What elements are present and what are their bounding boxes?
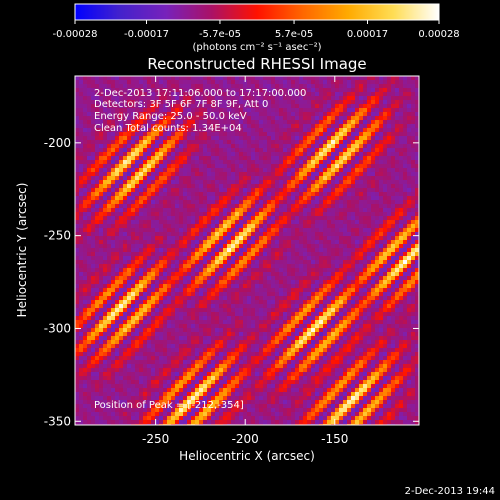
plot-frame (74, 75, 420, 426)
heatmap-image (75, 76, 419, 425)
colorbar-tick-label: 5.7e-05 (275, 29, 313, 40)
info-peak: Position of Peak = [-212,-354] (94, 400, 244, 411)
info-detectors: Detectors: 3F 5F 6F 7F 8F 9F, Att 0 (94, 99, 268, 110)
colorbar-gradient (74, 3, 440, 21)
plot-area: -250 -200 -150 -200 -250 -300 -350 (44, 75, 420, 446)
colorbar-tick-label: 0.00017 (347, 29, 388, 40)
info-energy: Energy Range: 25.0 - 50.0 keV (94, 111, 247, 122)
info-clean: Clean Total counts: 1.34E+04 (94, 123, 242, 134)
x-axis-label: Heliocentric X (arcsec) (179, 449, 315, 463)
colorbar-tick-label: -5.7e-05 (199, 29, 241, 40)
y-axis-label: Heliocentric Y (arcsec) (15, 183, 29, 318)
y-tick-label: -300 (44, 321, 71, 335)
colorbar: -0.00028 -0.00017 -5.7e-05 5.7e-05 0.00017 0.… (53, 3, 460, 53)
info-time-range: 2-Dec-2013 17:11:06.000 to 17:17:00.000 (94, 88, 306, 99)
colorbar-tick-label: 0.00028 (418, 29, 459, 40)
y-tick-label: -250 (44, 229, 71, 243)
chart-title: Reconstructed RHESSI Image (147, 55, 366, 73)
info-block: 2-Dec-2013 17:11:06.000 to 17:17:00.000 … (94, 88, 306, 411)
y-tick-label: -350 (44, 414, 71, 428)
footer-timestamp: 2-Dec-2013 19:44 (405, 486, 495, 497)
x-tick-label: -150 (321, 432, 348, 446)
y-tick-label: -200 (44, 136, 71, 150)
colorbar-units: (photons cm⁻² s⁻¹ asec⁻²) (192, 42, 321, 53)
colorbar-tick-label: -0.00028 (53, 29, 98, 40)
x-tick-label: -250 (142, 432, 169, 446)
x-tick-label: -200 (232, 432, 259, 446)
colorbar-tick-label: -0.00017 (124, 29, 169, 40)
